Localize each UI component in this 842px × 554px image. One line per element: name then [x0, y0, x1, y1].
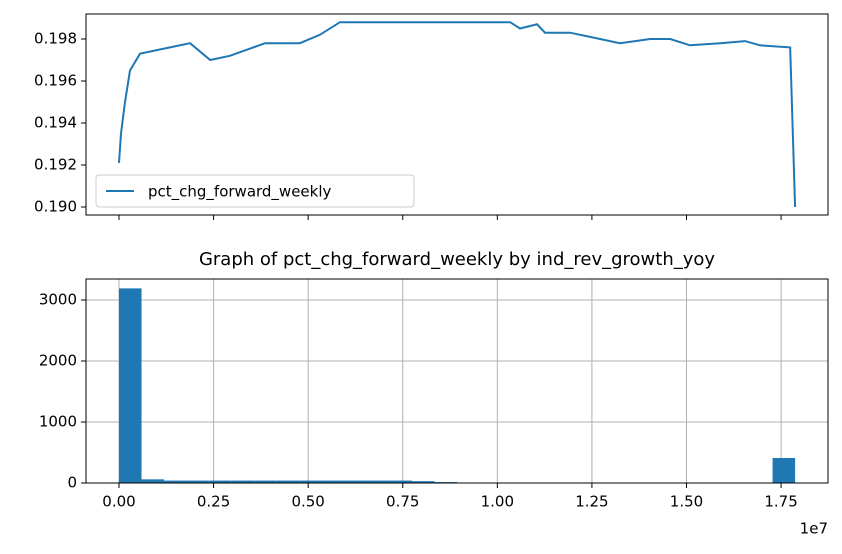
x-tick-label: 1.75 — [764, 493, 797, 511]
bar — [772, 457, 796, 483]
bar — [231, 480, 255, 483]
x-tick-label: 1.00 — [481, 493, 514, 511]
bar — [366, 480, 390, 483]
y-tick-label: 0.198 — [34, 29, 77, 47]
bar — [299, 480, 322, 483]
bar — [141, 479, 165, 483]
x-tick-label: 0.25 — [197, 493, 230, 511]
x-offset-label: 1e7 — [800, 520, 828, 538]
legend-box — [95, 174, 415, 208]
legend-label: pct_chg_forward_weekly — [148, 183, 332, 202]
y-tick-label: 0.190 — [34, 198, 77, 216]
y-tick-label: 0.192 — [34, 156, 77, 174]
bar — [254, 480, 277, 483]
bar — [164, 480, 187, 483]
bar — [344, 480, 367, 483]
bar — [411, 481, 435, 483]
bar — [276, 480, 300, 483]
y-tick-label: 1000 — [39, 412, 77, 430]
bar — [321, 480, 345, 483]
y-tick-label: 0 — [67, 474, 77, 492]
y-tick-label: 2000 — [39, 351, 77, 369]
x-tick-label: 1.50 — [670, 493, 703, 511]
bar — [186, 480, 210, 483]
bar — [209, 480, 232, 483]
y-tick-label: 0.196 — [34, 72, 77, 90]
bar — [118, 288, 142, 483]
x-tick-label: 0.00 — [102, 493, 135, 511]
x-tick-label: 0.75 — [386, 493, 419, 511]
y-tick-label: 3000 — [39, 290, 77, 308]
bar — [389, 480, 412, 483]
line — [117, 21, 797, 208]
x-tick-label: 1.25 — [575, 493, 608, 511]
x-tick-label: 0.50 — [291, 493, 324, 511]
y-tick-label: 0.194 — [34, 114, 77, 132]
chart-title: Graph of pct_chg_forward_weekly by ind_r… — [199, 249, 715, 270]
axes-frame — [85, 278, 829, 484]
axes-frame — [85, 13, 829, 216]
